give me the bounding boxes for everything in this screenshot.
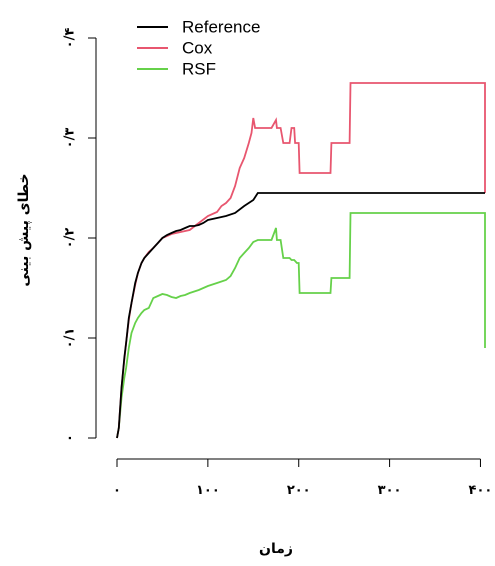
legend: Reference Cox RSF: [137, 18, 260, 79]
x-tick-label: ۴۰۰: [469, 483, 493, 498]
y-tick-label: ۰/۴: [63, 28, 78, 49]
x-axis-title: زمان: [259, 541, 293, 557]
x-tick-label: ۲۰۰: [287, 483, 311, 498]
legend-label-cox: Cox: [182, 39, 213, 58]
y-tick-label: ۰/۲: [63, 228, 78, 249]
series-line-rsf: [116, 212, 486, 439]
series-layer: [116, 82, 486, 439]
legend-label-rsf: RSF: [182, 60, 216, 79]
y-tick-label: ۰/۳: [63, 128, 78, 149]
x-tick-label: ۰: [113, 483, 121, 498]
series-line-reference: [116, 192, 485, 439]
x-tick-label: ۳۰۰: [378, 483, 402, 498]
y-tick-label: ۰/۱: [63, 328, 78, 349]
x-tick-label: ۱۰۰: [196, 483, 220, 498]
y-tick-label: ۰: [63, 434, 78, 442]
y-axis-title: خطای پیش بینی: [16, 173, 32, 286]
series-line-cox: [116, 82, 486, 439]
x-axis: ۰ ۱۰۰ ۲۰۰ ۳۰۰ ۴۰۰: [113, 458, 493, 498]
legend-label-reference: Reference: [182, 18, 260, 37]
y-axis: ۰ ۰/۱ ۰/۲ ۰/۳ ۰/۴: [63, 28, 97, 442]
